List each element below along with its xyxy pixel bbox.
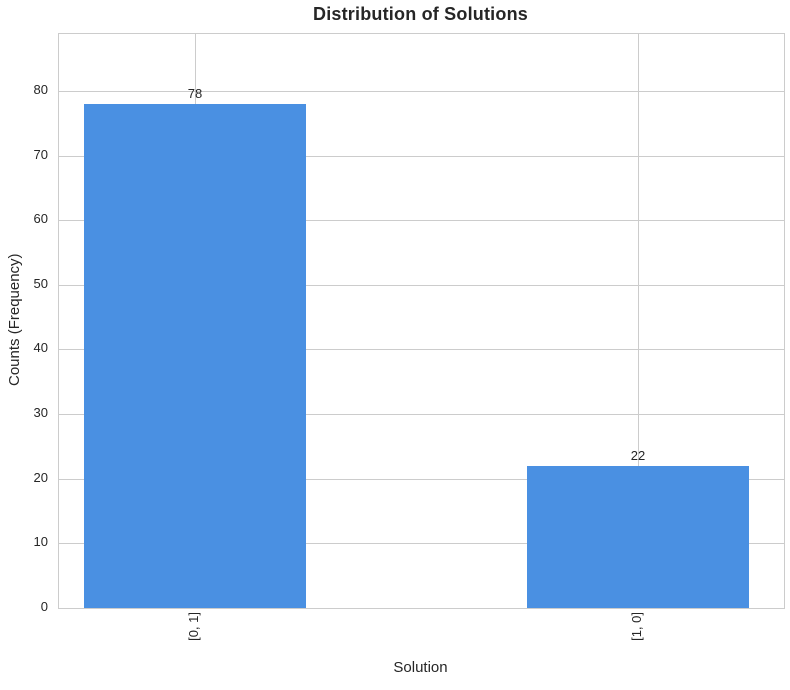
y-tick-label: 10 xyxy=(33,534,48,550)
y-gridline xyxy=(59,478,784,480)
bar-value-label: 22 xyxy=(630,447,646,463)
bar-value-label: 78 xyxy=(187,85,203,101)
y-tick-label: 50 xyxy=(33,275,48,291)
y-tick-label: 20 xyxy=(33,469,48,485)
y-gridline xyxy=(59,90,784,92)
x-tick-label: [1, 0] xyxy=(629,612,644,641)
bar xyxy=(84,103,306,608)
y-tick-label: 70 xyxy=(33,146,48,162)
bar xyxy=(527,465,749,608)
y-tick-label: 60 xyxy=(33,211,48,227)
y-axis-label: Counts (Frequency) xyxy=(6,253,23,387)
y-gridline xyxy=(59,284,784,286)
y-tick-label: 30 xyxy=(33,405,48,421)
y-gridline xyxy=(59,543,784,545)
y-gridline xyxy=(59,349,784,351)
y-gridline xyxy=(59,155,784,157)
chart-title: Distribution of Solutions xyxy=(313,4,528,24)
y-gridline xyxy=(59,414,784,416)
y-gridline xyxy=(59,220,784,222)
y-tick-label: 0 xyxy=(40,599,48,614)
y-tick-label: 40 xyxy=(33,340,48,356)
y-tick-label: 80 xyxy=(33,81,48,97)
plot-area: 78 22 xyxy=(58,33,785,609)
x-tick-label: [0, 1] xyxy=(186,612,201,641)
x-gridline xyxy=(638,34,639,608)
x-axis-label: Solution xyxy=(393,659,448,676)
